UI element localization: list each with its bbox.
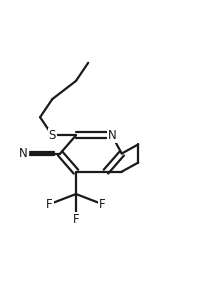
Text: N: N	[107, 129, 116, 142]
Text: F: F	[99, 198, 106, 211]
Text: F: F	[46, 198, 53, 211]
Text: S: S	[49, 129, 56, 142]
Text: N: N	[18, 147, 27, 160]
Text: F: F	[73, 213, 79, 226]
